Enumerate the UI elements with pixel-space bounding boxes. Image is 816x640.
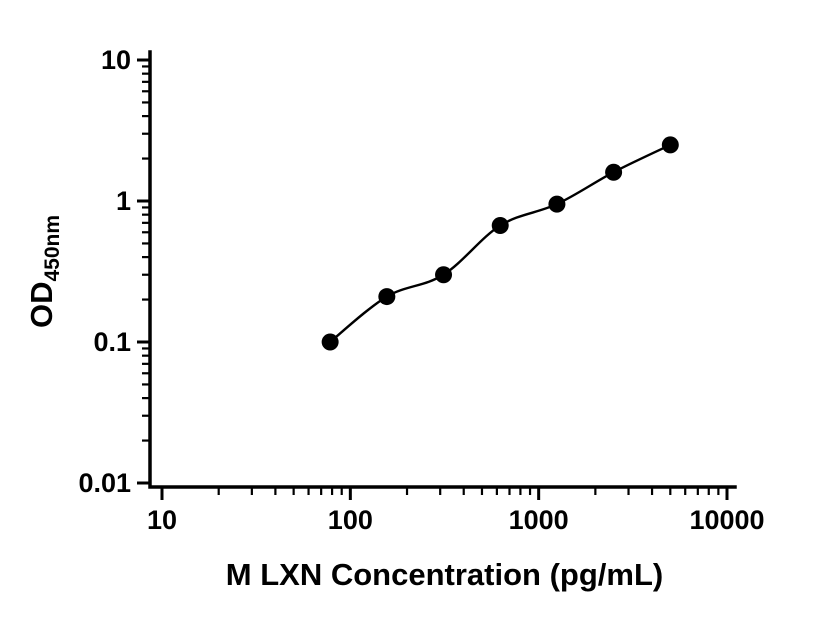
- data-point: [491, 217, 509, 235]
- data-point: [605, 163, 623, 181]
- x-tick-label: 1000: [509, 505, 569, 535]
- data-point: [661, 136, 679, 154]
- data-point: [435, 266, 453, 284]
- x-tick-label: 10000: [689, 505, 764, 535]
- x-axis-title: M LXN Concentration (pg/mL): [226, 557, 663, 592]
- data-point: [548, 195, 566, 213]
- data-point: [378, 288, 396, 306]
- y-axis-title: OD450nm: [24, 215, 64, 328]
- y-axis-title-main: OD: [24, 282, 59, 329]
- y-tick-label: 0.01: [78, 468, 131, 498]
- y-tick-label: 1: [116, 186, 131, 216]
- y-tick-label: 10: [101, 45, 131, 75]
- data-point: [321, 333, 339, 351]
- y-axis-title-subscript: 450nm: [41, 215, 64, 282]
- x-tick-label: 100: [328, 505, 373, 535]
- y-tick-label: 0.1: [93, 327, 131, 357]
- x-tick-label: 10: [147, 505, 177, 535]
